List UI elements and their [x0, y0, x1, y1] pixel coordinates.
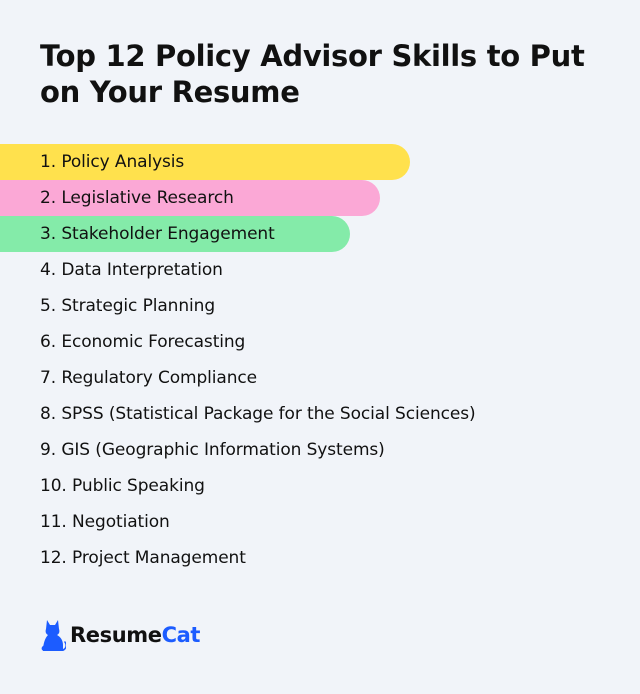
skill-item-economic-forecasting: 6. Economic Forecasting [40, 332, 246, 352]
skill-item-spss: 8. SPSS (Statistical Package for the Soc… [40, 404, 476, 424]
skill-item-strategic-planning: 5. Strategic Planning [40, 296, 216, 316]
skill-item-gis: 9. GIS (Geographic Information Systems) [40, 440, 385, 460]
skill-item-policy-analysis: 1. Policy Analysis [0, 144, 410, 180]
skill-item-data-interpretation: 4. Data Interpretation [40, 260, 223, 280]
skill-item-regulatory-compliance: 7. Regulatory Compliance [40, 368, 258, 388]
page-title: Top 12 Policy Advisor Skills to Put on Y… [40, 39, 585, 109]
logo-text-cat: Cat [161, 623, 201, 647]
logo-text-resume: Resume [70, 623, 162, 647]
skill-item-negotiation: 11. Negotiation [40, 512, 170, 532]
skill-item-legislative-research: 2. Legislative Research [0, 180, 380, 216]
logo-text: ResumeCat [70, 623, 200, 647]
skill-item-stakeholder-engagement: 3. Stakeholder Engagement [0, 216, 350, 252]
resumecat-logo[interactable]: ResumeCat [40, 616, 200, 654]
cat-icon [41, 620, 66, 651]
skill-item-public-speaking: 10. Public Speaking [40, 476, 205, 496]
skill-item-project-management: 12. Project Management [40, 548, 246, 568]
skills-list: 1. Policy Analysis 2. Legislative Resear… [0, 144, 640, 576]
